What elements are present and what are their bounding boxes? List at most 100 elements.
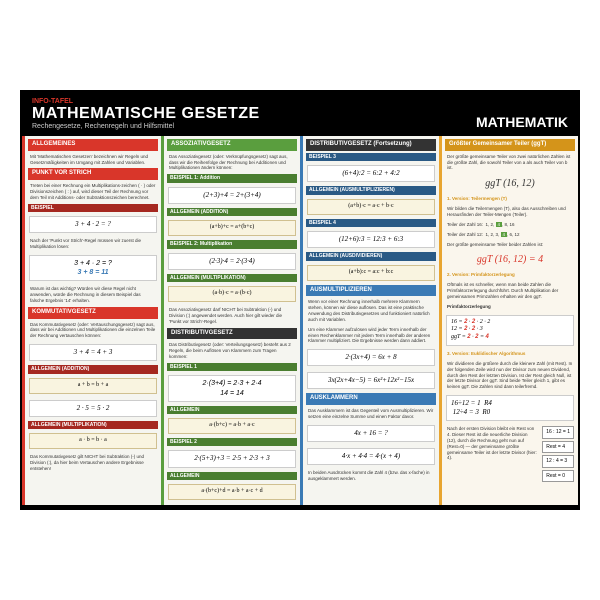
text: Um eine Klammer aufzulösen wird jeder Te… — [306, 326, 436, 346]
sub: ALLGEMEIN (MULTIPLIKATION) — [167, 274, 297, 283]
formula: a · b = b · a — [29, 433, 157, 449]
text: Warum ist das wichtig? Würden wir diese … — [28, 285, 158, 305]
formula: 3 + 4 = 4 + 3 — [29, 344, 157, 361]
sub: BEISPIEL 2 — [167, 438, 297, 447]
sub: BEISPIEL — [28, 204, 158, 213]
formula: (a+b):c = a:c + b:c — [307, 265, 435, 281]
sub: ALLGEMEIN (AUSDIVIDIEREN) — [306, 252, 436, 261]
sec-distributiv: DISTRIBUTIVGESETZ — [167, 328, 297, 340]
sub: ALLGEMEIN — [167, 406, 297, 415]
sec-kommutativ: KOMMUTATIVGESETZ — [28, 307, 158, 319]
formula: 2·(5+3)+3 = 2·5 + 2·3 + 3 — [168, 450, 296, 467]
ggt-title: ggT (16, 12) — [445, 174, 575, 193]
formula: 3 + 4 · 2 = ? — [29, 216, 157, 233]
text: Teiler der Zahl 12: 1, 2, 3, 4, 6, 12 — [445, 231, 575, 239]
text: Nach der 'Punkt vor Strich'-Regel müssen… — [28, 237, 158, 251]
sub: ALLGEMEIN (MULTIPLIKATION) — [28, 421, 158, 430]
sec-ausmult: AUSMULTIPLIZIEREN — [306, 285, 436, 297]
formula: 2·(3x+4) = 6x + 8 — [307, 349, 435, 366]
formula: 3 + 4 · 2 = ? 3 + 8 = 11 — [29, 255, 157, 281]
version-2: 2. Version: Primfaktorzerlegung — [445, 271, 575, 279]
sub: ALLGEMEIN — [167, 472, 297, 481]
footer-right: ISBN: 978-3-86448-069-4 DREIPUNKT-VERLAG… — [484, 508, 530, 510]
header: INFO-TAFEL MATHEMATISCHE GESETZE Recheng… — [22, 92, 578, 136]
f: 2·(3+4) = 2·3 + 2·4 — [203, 380, 262, 387]
version-3: 3. Version: Euklidischer Algorithmus — [445, 350, 575, 358]
formula: 16 = 2 · 2 · 2 · 2 12 = 2 · 2 · 3 ggT = … — [446, 315, 574, 346]
formula: (a·b)·c = a·(b·c) — [168, 286, 296, 302]
text: Wir dividieren die größere durch die kle… — [445, 360, 575, 391]
text: Teiler der Zahl 16: 1, 2, 4, 8, 16 — [445, 221, 575, 229]
column-4: Größter Gemeinsamer Teiler (ggT) Der grö… — [439, 136, 578, 505]
f: 14 = 14 — [220, 390, 244, 397]
sub: ALLGEMEIN (AUSMULTIPLIZIEREN) — [306, 186, 436, 195]
isbn: ISBN: 978-3-86448-069-4 — [484, 508, 530, 510]
text: Das Ausklammern ist das Gegenteil vom Au… — [306, 407, 436, 421]
text: Oftmals ist es schneller, wenn man beide… — [445, 281, 575, 301]
text: Der größte gemeinsame Teiler von zwei na… — [445, 153, 575, 173]
sec-allgemeines: ALLGEMEINES — [28, 139, 158, 151]
column-2: ASSOZIATIVGESETZ Das Assoziativgesetz (o… — [161, 136, 300, 505]
text: Das Distributivgesetz (oder: Verteilungs… — [167, 341, 297, 361]
sub: ALLGEMEIN (ADDITION) — [28, 365, 158, 374]
sec-distributiv-2: DISTRIBUTIVGESETZ (Fortsetzung) — [306, 139, 436, 151]
content: ALLGEMEINES Mit 'Mathematischen Gesetzen… — [22, 136, 578, 505]
formula: (2·3)·4 = 2·(3·4) — [168, 253, 296, 270]
divisor-row: Nach der ersten Division bleibt ein Rest… — [445, 425, 575, 483]
formula: 4·x + 4·4 = 4·(x + 4) — [307, 448, 435, 465]
divisor-boxes: 16 : 12 = 1 Rest = 4 12 : 4 = 3 Rest = 0 — [541, 425, 575, 483]
db: Rest = 4 — [542, 441, 574, 454]
text: Wir bilden die Teilermengen (T), also da… — [445, 205, 575, 219]
sub: BEISPIEL 1: Addition — [167, 174, 297, 183]
formula: a + b = b + a — [29, 378, 157, 394]
text: Das Assoziativgesetz darf NICHT bei Subt… — [167, 306, 297, 326]
text: In beiden Ausdrücken kommt die Zahl 4 (b… — [306, 469, 436, 483]
main-title: MATHEMATISCHE GESETZE — [32, 105, 260, 123]
formula: (6+4):2 = 6:2 + 4:2 — [307, 165, 435, 182]
text: Wenn vor einer Rechnung innerhalb mehrer… — [306, 298, 436, 323]
euklid: 16÷12 = 1 R4 12÷4 = 3 R0 — [446, 395, 574, 421]
sub: Primfaktorzerlegung — [445, 303, 575, 311]
sec-assoziativ: ASSOZIATIVGESETZ — [167, 139, 297, 151]
ggt-result: ggT (16, 12) = 4 — [445, 250, 575, 269]
db: Rest = 0 — [542, 470, 574, 483]
formula: (a+b)+c = a+(b+c) — [168, 220, 296, 236]
footer: DREIPUNKT EINFACH LERNEN Rechtliche Hinw… — [22, 505, 578, 510]
text: Treten bei einer Rechnung ein Multiplika… — [28, 182, 158, 202]
text: Das Assoziativgesetz (oder: Verknüpfungs… — [167, 153, 297, 173]
formula: 3x(2x+4x−5) = 6x²+12x²−15x — [307, 372, 435, 389]
db: 16 : 12 = 1 — [542, 426, 574, 439]
sub: ALLGEMEIN (ADDITION) — [167, 208, 297, 217]
sub: BEISPIEL 3 — [306, 153, 436, 162]
header-left: INFO-TAFEL MATHEMATISCHE GESETZE Recheng… — [32, 98, 260, 130]
info-tag: INFO-TAFEL — [32, 98, 260, 105]
sec-ggt: Größter Gemeinsamer Teiler (ggT) — [445, 139, 575, 151]
formula: (12+6):3 = 12:3 + 6:3 — [307, 231, 435, 248]
text: Das Kommutativgesetz (oder: Vertauschung… — [28, 321, 158, 341]
formula: a·(b+c) = a·b + a·c — [168, 418, 296, 434]
db: 12 : 4 = 3 — [542, 455, 574, 468]
sec-ausklammern: AUSKLAMMERN — [306, 393, 436, 405]
text: Nach der ersten Division bleibt ein Rest… — [445, 425, 539, 483]
formula: (2+3)+4 = 2+(3+4) — [168, 187, 296, 204]
text: Mit 'Mathematischen Gesetzen' bezeichnen… — [28, 153, 158, 167]
sub: BEISPIEL 4 — [306, 219, 436, 228]
sec-punkt-vor-strich: PUNKT VOR STRICH — [28, 168, 158, 180]
formula: a·(b+c)+d = a·b + a·c + d — [168, 484, 296, 500]
text: Das Kommutativgesetz gilt NICHT bei Subt… — [28, 453, 158, 473]
f: 3 + 8 = 11 — [77, 269, 108, 276]
column-1: ALLGEMEINES Mit 'Mathematischen Gesetzen… — [22, 136, 161, 505]
version-1: 1. Version: Teilermengen (T) — [445, 195, 575, 203]
subject-label: MATHEMATIK — [476, 114, 568, 130]
f: 3 + 4 · 2 = ? — [74, 260, 112, 267]
barcode — [530, 508, 570, 510]
column-3: DISTRIBUTIVGESETZ (Fortsetzung) BEISPIEL… — [300, 136, 439, 505]
formula: 4x + 16 = ? — [307, 425, 435, 442]
formula: 2 · 5 = 5 · 2 — [29, 400, 157, 417]
sub: BEISPIEL 2: Multiplikation — [167, 240, 297, 249]
sub: BEISPIEL 1 — [167, 363, 297, 372]
subtitle: Rechengesetze, Rechenregeln und Hilfsmit… — [32, 123, 260, 130]
text: Der größte gemeinsame Teiler beider Zahl… — [445, 241, 575, 249]
reference-card: INFO-TAFEL MATHEMATISCHE GESETZE Recheng… — [20, 90, 580, 510]
formula: (a+b)·c = a·c + b·c — [307, 199, 435, 215]
